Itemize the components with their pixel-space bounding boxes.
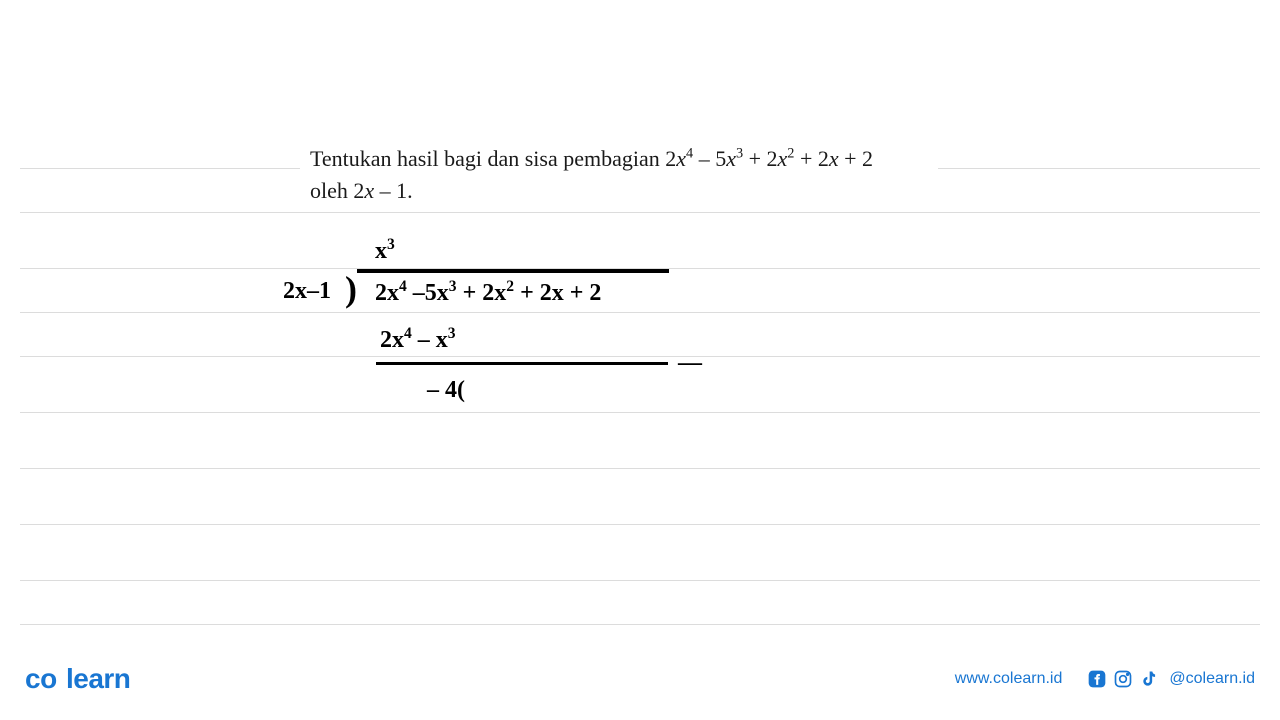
subtraction-bar bbox=[376, 362, 668, 365]
division-bar-top bbox=[357, 269, 669, 273]
handwritten-divisor: 2x–1 bbox=[283, 278, 331, 305]
handwritten-quotient: x3 bbox=[375, 236, 395, 265]
social-handle: @colearn.id bbox=[1169, 670, 1255, 688]
handwritten-dividend: 2x4 –5x3 + 2x2 + 2x + 2 bbox=[375, 278, 601, 307]
facebook-icon bbox=[1087, 669, 1107, 689]
instagram-icon bbox=[1113, 669, 1133, 689]
logo-part1: co bbox=[25, 663, 57, 694]
tiktok-icon bbox=[1139, 669, 1159, 689]
ruled-paper-lines bbox=[0, 0, 1280, 720]
social-icons: @colearn.id bbox=[1087, 669, 1255, 689]
handwritten-step1: 2x4 – x3 bbox=[380, 325, 456, 354]
problem-line2-prefix: oleh bbox=[310, 178, 353, 203]
logo-part2: learn bbox=[66, 663, 130, 694]
problem-line1-prefix: Tentukan hasil bagi dan sisa pembagian bbox=[310, 146, 665, 171]
handwritten-minus-sign: — bbox=[678, 350, 702, 377]
division-bracket: ) bbox=[345, 268, 357, 310]
problem-statement: Tentukan hasil bagi dan sisa pembagian 2… bbox=[310, 143, 873, 207]
footer: co learn www.colearn.id @colearn.id bbox=[0, 663, 1280, 695]
handwritten-step2: – 4( bbox=[427, 377, 465, 404]
footer-right: www.colearn.id @colearn.id bbox=[955, 669, 1255, 689]
brand-logo: co learn bbox=[25, 663, 130, 695]
website-url: www.colearn.id bbox=[955, 670, 1063, 688]
